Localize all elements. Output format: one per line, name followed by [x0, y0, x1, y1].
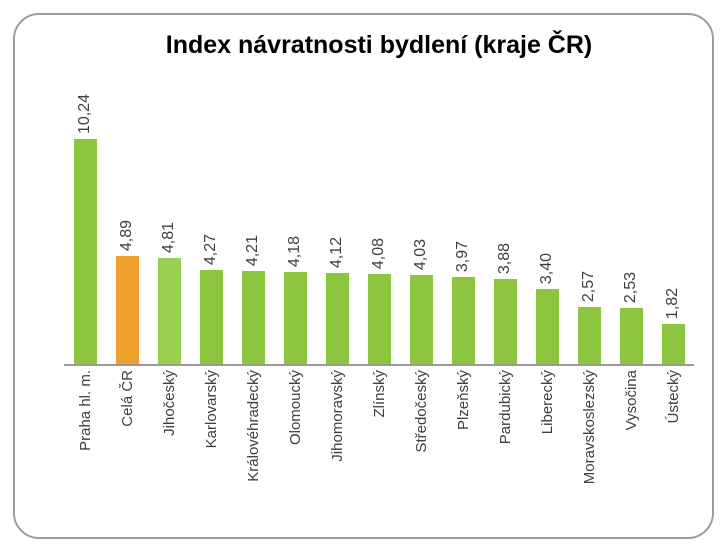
x-axis-label-cell: Karlovarský — [190, 370, 232, 510]
bar — [325, 273, 349, 364]
bar — [367, 274, 391, 364]
bar-column: 1,82 — [652, 15, 694, 364]
bar-column: 3,40 — [526, 15, 568, 364]
bar-value-label: 3,97 — [454, 240, 471, 272]
bar — [493, 279, 517, 364]
x-axis-label-cell: Liberecký — [526, 370, 568, 510]
x-axis-label-cell: Olomoucký — [274, 370, 316, 510]
bar-column: 2,53 — [610, 15, 652, 364]
bar — [661, 324, 685, 364]
x-axis-label: Vysočina — [622, 370, 640, 431]
x-axis-label-cell: Zlínský — [358, 370, 400, 510]
bar-value-label: 4,18 — [286, 235, 303, 267]
bar-column: 4,81 — [148, 15, 190, 364]
bar-column: 4,21 — [232, 15, 274, 364]
x-axis-label: Zlínský — [370, 370, 388, 418]
x-axis-label: Moravskoslezský — [580, 370, 598, 485]
bar — [115, 256, 139, 364]
bar — [73, 139, 97, 364]
bar-column: 2,57 — [568, 15, 610, 364]
chart-title: Index návratnosti bydlení (kraje ČR) — [165, 31, 593, 59]
bar-value-label: 1,82 — [664, 287, 681, 319]
x-axis-label: Královéhradecký — [244, 370, 262, 482]
bar-column: 4,89 — [106, 15, 148, 364]
bar-column: 4,12 — [316, 15, 358, 364]
bar-value-label: 4,81 — [160, 221, 177, 253]
bar-column: 4,03 — [400, 15, 442, 364]
bar-value-label: 10,24 — [76, 93, 93, 134]
bar-column: 4,27 — [190, 15, 232, 364]
bar-value-label: 4,03 — [412, 238, 429, 270]
x-axis-label-cell: Královéhradecký — [232, 370, 274, 510]
x-axis-label-cell: Moravskoslezský — [568, 370, 610, 510]
bar — [409, 275, 433, 364]
bar — [619, 308, 643, 364]
bar — [241, 271, 265, 364]
bar-column: 4,18 — [274, 15, 316, 364]
x-axis-label: Celá ČR — [118, 370, 136, 427]
x-axis-label-cell: Vysočina — [610, 370, 652, 510]
bar-value-label: 4,89 — [118, 219, 135, 251]
x-axis-label-cell: Praha hl. m. — [64, 370, 106, 510]
x-axis-label: Ústecký — [664, 370, 682, 424]
bar — [157, 258, 181, 364]
bar-value-label: 2,53 — [622, 271, 639, 303]
bar-column: 10,24 — [64, 15, 106, 364]
x-axis-label: Jihomoravský — [328, 370, 346, 462]
x-axis-label-cell: Středočeský — [400, 370, 442, 510]
x-axis-label: Plzeňský — [454, 370, 472, 431]
bar-value-label: 4,12 — [328, 236, 345, 268]
x-axis-label-cell: Jihočeský — [148, 370, 190, 510]
x-axis-label: Středočeský — [412, 370, 430, 453]
bar-value-label: 3,40 — [538, 252, 555, 284]
x-axis-label: Pardubický — [496, 370, 514, 445]
x-axis-label: Praha hl. m. — [76, 370, 94, 451]
plot-area: 10,24 4,89 4,81 4,27 4,21 4,18 4,12 4,08 4,03 3,9… — [64, 15, 694, 366]
bar-column: 4,08 — [358, 15, 400, 364]
x-axis-label-cell: Jihomoravský — [316, 370, 358, 510]
x-axis-label-cell: Pardubický — [484, 370, 526, 510]
x-axis-label-cell: Celá ČR — [106, 370, 148, 510]
bar-value-label: 4,21 — [244, 234, 261, 266]
chart-frame: Index návratnosti bydlení (kraje ČR) 10,… — [13, 13, 714, 539]
bar — [283, 272, 307, 364]
bar — [451, 277, 475, 364]
bar — [535, 289, 559, 364]
x-axis-label: Karlovarský — [202, 370, 220, 449]
bar-value-label: 2,57 — [580, 270, 597, 302]
x-axis-label: Jihočeský — [160, 370, 178, 436]
x-axis-label-cell: Plzeňský — [442, 370, 484, 510]
bar-column: 3,88 — [484, 15, 526, 364]
bar-value-label: 4,27 — [202, 233, 219, 265]
x-axis-label: Liberecký — [538, 370, 556, 435]
bar — [577, 307, 601, 364]
bar-value-label: 4,08 — [370, 237, 387, 269]
bar-value-label: 3,88 — [496, 242, 513, 274]
x-axis-labels: Praha hl. m. Celá ČR Jihočeský Karlovarský K… — [64, 370, 694, 510]
bar-column: 3,97 — [442, 15, 484, 364]
x-axis-label-cell: Ústecký — [652, 370, 694, 510]
bar — [199, 270, 223, 364]
x-axis-label: Olomoucký — [286, 370, 304, 446]
